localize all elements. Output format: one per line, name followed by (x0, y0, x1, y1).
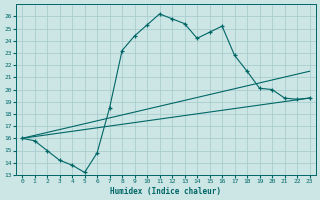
X-axis label: Humidex (Indice chaleur): Humidex (Indice chaleur) (110, 187, 221, 196)
